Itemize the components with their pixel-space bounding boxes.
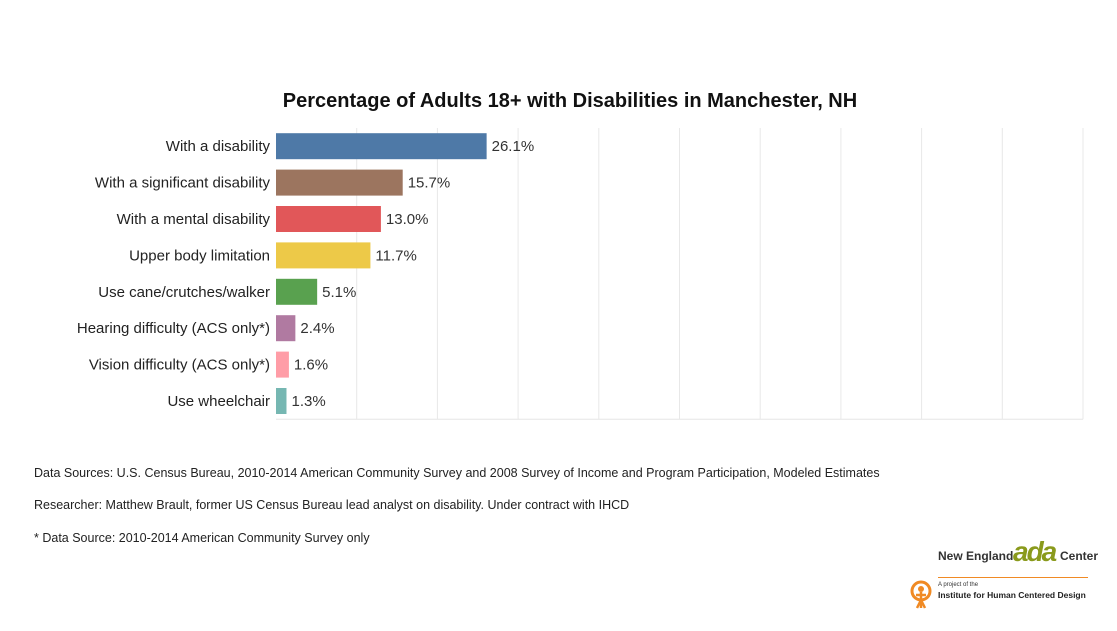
bar — [276, 206, 381, 232]
data-label: 2.4% — [300, 320, 334, 337]
data-label: 1.3% — [291, 393, 325, 410]
category-label: Hearing difficulty (ACS only*) — [77, 320, 270, 337]
logo-project-text: A project of the — [938, 582, 979, 588]
logo-new-england-text: New England — [938, 549, 1014, 563]
person-icon — [910, 580, 932, 609]
logo-ihcd-text: Institute for Human Centered Design — [938, 590, 1086, 600]
logo-center-text: Center — [1059, 549, 1098, 563]
data-label: 15.7% — [408, 175, 451, 192]
category-label: With a mental disability — [117, 211, 271, 228]
researcher-note: Researcher: Matthew Brault, former US Ce… — [34, 498, 630, 512]
bar — [276, 351, 289, 378]
chart-title: Percentage of Adults 18+ with Disabiliti… — [282, 90, 858, 112]
logo-ada-mark: ada — [1013, 536, 1057, 567]
data-label: 5.1% — [322, 284, 356, 301]
bar — [276, 133, 487, 160]
category-label: Use wheelchair — [167, 393, 270, 410]
category-label: With a significant disability — [95, 175, 271, 192]
bar — [276, 278, 318, 305]
category-label: Use cane/crutches/walker — [98, 284, 270, 301]
bar — [276, 315, 296, 342]
category-label: Vision difficulty (ACS only*) — [89, 357, 270, 374]
footnote: * Data Source: 2010-2014 American Commun… — [34, 531, 370, 545]
data-label: 13.0% — [386, 211, 429, 228]
logo-divider — [938, 577, 1088, 578]
bar-chart: With a disability 26.1% With a significant… — [77, 128, 1084, 420]
data-label: 1.6% — [294, 357, 328, 374]
new-england-ada-center-logo: New England ada Center A project of the … — [910, 530, 1100, 620]
data-label: 26.1% — [492, 138, 535, 155]
category-label: With a disability — [166, 138, 271, 155]
bar — [276, 388, 287, 414]
bar — [276, 242, 371, 269]
category-label: Upper body limitation — [129, 247, 270, 264]
data-label: 11.7% — [375, 247, 416, 264]
data-sources-note: Data Sources: U.S. Census Bureau, 2010-2… — [34, 466, 880, 480]
bar — [276, 169, 403, 196]
